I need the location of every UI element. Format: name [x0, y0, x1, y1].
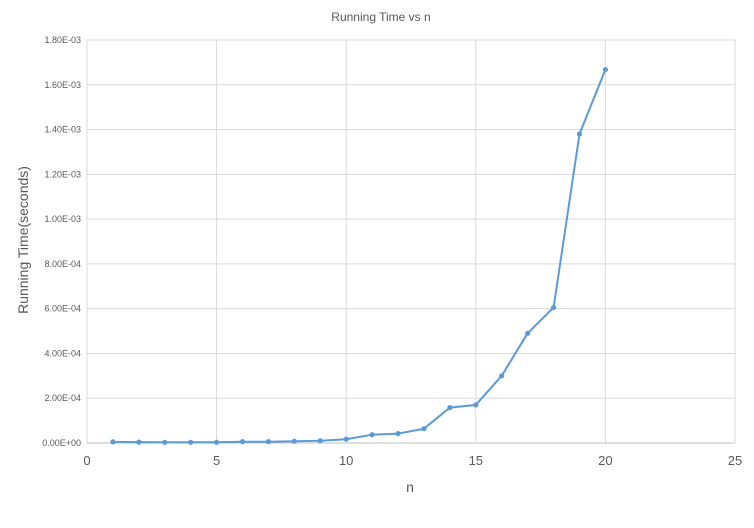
x-tick-label: 0 — [83, 453, 90, 468]
x-tick-label: 5 — [213, 453, 220, 468]
x-tick-label: 15 — [469, 453, 483, 468]
data-point — [473, 402, 479, 408]
data-point — [369, 432, 375, 438]
y-tick-label: 1.00E-03 — [44, 214, 81, 224]
data-point — [265, 439, 272, 445]
data-point — [576, 131, 583, 137]
data-point — [291, 438, 297, 444]
data-point — [447, 405, 453, 411]
y-tick-label: 0.00E+00 — [42, 438, 81, 448]
x-axis-label: n — [406, 479, 414, 495]
y-tick-label: 2.00E-04 — [44, 393, 81, 403]
series-line — [112, 69, 607, 444]
data-point — [343, 436, 349, 442]
grid-layer — [86, 39, 736, 444]
x-tick-label: 10 — [339, 453, 353, 468]
data-point — [188, 439, 194, 445]
y-tick-labels: 0.00E+00 2.00E-04 4.00E-04 6.00E-04 8.00E-04… — [42, 35, 81, 448]
y-tick-label: 1.40E-03 — [44, 125, 81, 135]
x-tick-labels: 0 5 10 15 20 25 — [83, 453, 742, 468]
data-point — [525, 330, 531, 336]
y-tick-label: 1.20E-03 — [44, 169, 81, 179]
data-point — [550, 304, 557, 311]
x-tick-label: 20 — [598, 453, 612, 468]
data-point — [214, 439, 220, 445]
chart-title: Running Time vs n — [331, 10, 430, 24]
y-tick-label: 8.00E-04 — [44, 259, 81, 269]
y-axis-label: Running Time(seconds) — [15, 166, 31, 314]
data-point — [602, 66, 609, 73]
y-tick-label: 1.80E-03 — [44, 35, 81, 45]
data-point — [421, 426, 427, 432]
y-tick-label: 1.60E-03 — [44, 80, 81, 90]
y-tick-label: 4.00E-04 — [44, 348, 81, 358]
data-point — [162, 439, 168, 445]
data-point — [110, 439, 116, 445]
data-points — [110, 66, 609, 445]
y-tick-label: 6.00E-04 — [44, 304, 81, 314]
data-point — [395, 430, 401, 437]
data-point — [239, 439, 246, 445]
data-point — [317, 438, 323, 444]
data-point — [499, 373, 505, 379]
data-point — [136, 439, 142, 445]
x-tick-label: 25 — [728, 453, 742, 468]
